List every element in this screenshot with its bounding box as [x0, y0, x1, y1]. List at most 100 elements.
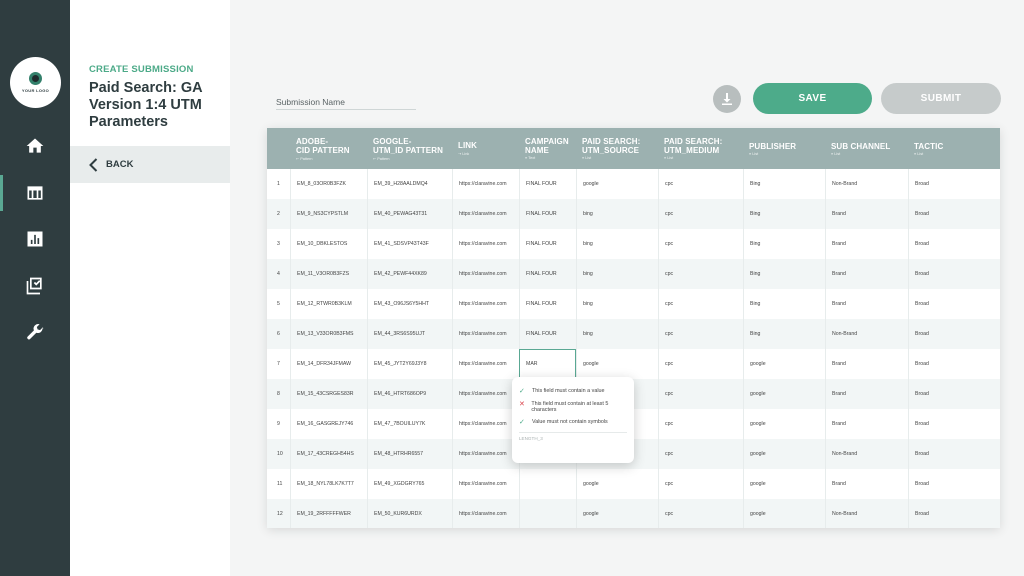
link-cell[interactable]: https://claravine.com [452, 499, 519, 528]
tactic-cell[interactable]: Broad [908, 289, 1000, 319]
utm-source-cell[interactable]: bing [576, 289, 658, 319]
sub-channel-cell[interactable]: Non-Brand [825, 499, 908, 528]
tactic-cell[interactable]: Broad [908, 379, 1000, 409]
publisher-cell[interactable]: google [743, 499, 825, 528]
google-utm-id-cell[interactable]: EM_41_SDSVP43T43F [367, 229, 452, 259]
nav-submissions[interactable] [0, 175, 70, 211]
utm-source-cell[interactable]: google [576, 499, 658, 528]
utm-medium-cell[interactable]: cpc [658, 289, 743, 319]
publisher-cell[interactable]: google [743, 349, 825, 379]
campaign-name-cell[interactable]: FINAL FOUR [519, 199, 576, 229]
campaign-name-cell[interactable] [519, 499, 576, 528]
adobe-cid-cell[interactable]: EM_9_NS3CYPSTLM [290, 199, 367, 229]
utm-medium-cell[interactable]: cpc [658, 319, 743, 349]
campaign-name-cell[interactable]: FINAL FOUR [519, 229, 576, 259]
utm-source-cell[interactable]: bing [576, 229, 658, 259]
sub-channel-cell[interactable]: Brand [825, 469, 908, 499]
adobe-cid-cell[interactable]: EM_15_43CSRGES83R [290, 379, 367, 409]
google-utm-id-cell[interactable]: EM_49_XGDGRY765 [367, 469, 452, 499]
campaign-name-cell[interactable]: MAR [519, 349, 576, 379]
campaign-name-cell[interactable] [519, 469, 576, 499]
link-cell[interactable]: https://claravine.com [452, 319, 519, 349]
sub-channel-cell[interactable]: Non-Brand [825, 319, 908, 349]
publisher-cell[interactable]: Bing [743, 229, 825, 259]
google-utm-id-cell[interactable]: EM_50_KUR6URDX [367, 499, 452, 528]
utm-medium-cell[interactable]: cpc [658, 499, 743, 528]
sub-channel-cell[interactable]: Brand [825, 379, 908, 409]
utm-medium-cell[interactable]: cpc [658, 169, 743, 199]
link-cell[interactable]: https://claravine.com [452, 229, 519, 259]
adobe-cid-cell[interactable]: EM_17_43CREGH54HS [290, 439, 367, 469]
column-header[interactable]: SUB CHANNEL ≡ List [827, 128, 910, 169]
tactic-cell[interactable]: Broad [908, 319, 1000, 349]
utm-source-cell[interactable]: bing [576, 259, 658, 289]
publisher-cell[interactable]: google [743, 439, 825, 469]
campaign-name-cell[interactable]: FINAL FOUR [519, 169, 576, 199]
tactic-cell[interactable]: Broad [908, 409, 1000, 439]
nav-settings[interactable] [0, 315, 70, 351]
submission-name-input[interactable] [276, 94, 416, 110]
utm-source-cell[interactable]: bing [576, 319, 658, 349]
sub-channel-cell[interactable]: Non-Brand [825, 439, 908, 469]
column-header[interactable]: LINK ⇢ Link [454, 128, 521, 169]
link-cell[interactable]: https://claravine.com [452, 439, 519, 469]
google-utm-id-cell[interactable]: EM_43_O96JS6Y5HHT [367, 289, 452, 319]
publisher-cell[interactable]: Bing [743, 259, 825, 289]
utm-medium-cell[interactable]: cpc [658, 379, 743, 409]
utm-source-cell[interactable]: google [576, 169, 658, 199]
sub-channel-cell[interactable]: Brand [825, 229, 908, 259]
column-header[interactable]: PAID SEARCH: UTM_MEDIUM ≡ List [660, 128, 745, 169]
sub-channel-cell[interactable]: Brand [825, 259, 908, 289]
utm-medium-cell[interactable]: cpc [658, 439, 743, 469]
adobe-cid-cell[interactable]: EM_10_DBKLESTOS [290, 229, 367, 259]
publisher-cell[interactable]: Bing [743, 319, 825, 349]
utm-source-cell[interactable]: google [576, 469, 658, 499]
publisher-cell[interactable]: google [743, 469, 825, 499]
column-header[interactable]: GOOGLE- UTM_ID PATTERN ⇠ Pattern [369, 128, 454, 169]
tactic-cell[interactable]: Broad [908, 439, 1000, 469]
adobe-cid-cell[interactable]: EM_16_GASGREJY746 [290, 409, 367, 439]
campaign-name-cell[interactable]: FINAL FOUR [519, 259, 576, 289]
sub-channel-cell[interactable]: Brand [825, 409, 908, 439]
back-button[interactable]: BACK [70, 146, 230, 183]
google-utm-id-cell[interactable]: EM_44_3RS6S95UJT [367, 319, 452, 349]
tactic-cell[interactable]: Broad [908, 259, 1000, 289]
tactic-cell[interactable]: Broad [908, 349, 1000, 379]
adobe-cid-cell[interactable]: EM_11_V3OR0B3FZS [290, 259, 367, 289]
company-logo[interactable]: YOUR LOGO [10, 57, 61, 108]
utm-medium-cell[interactable]: cpc [658, 229, 743, 259]
column-header[interactable]: PUBLISHER ≡ List [745, 128, 827, 169]
link-cell[interactable]: https://claravine.com [452, 199, 519, 229]
column-header[interactable]: PAID SEARCH: UTM_SOURCE ≡ List [578, 128, 660, 169]
google-utm-id-cell[interactable]: EM_47_7BOUILUY7K [367, 409, 452, 439]
tactic-cell[interactable]: Broad [908, 169, 1000, 199]
link-cell[interactable]: https://claravine.com [452, 469, 519, 499]
column-header[interactable]: CAMPAIGN NAME ≡ Text [521, 128, 578, 169]
submit-button[interactable]: SUBMIT [881, 83, 1001, 114]
campaign-name-cell[interactable]: FINAL FOUR [519, 289, 576, 319]
save-button[interactable]: SAVE [753, 83, 872, 114]
sub-channel-cell[interactable]: Brand [825, 349, 908, 379]
utm-source-cell[interactable]: google [576, 349, 658, 379]
tactic-cell[interactable]: Broad [908, 199, 1000, 229]
link-cell[interactable]: https://claravine.com [452, 259, 519, 289]
google-utm-id-cell[interactable]: EM_42_PEWF44XK89 [367, 259, 452, 289]
link-cell[interactable]: https://claravine.com [452, 289, 519, 319]
publisher-cell[interactable]: Bing [743, 199, 825, 229]
sub-channel-cell[interactable]: Brand [825, 199, 908, 229]
google-utm-id-cell[interactable]: EM_40_PEWAG43T31 [367, 199, 452, 229]
download-button[interactable] [713, 85, 741, 113]
utm-medium-cell[interactable]: cpc [658, 199, 743, 229]
adobe-cid-cell[interactable]: EM_18_NYL78LK7K7T7 [290, 469, 367, 499]
publisher-cell[interactable]: google [743, 409, 825, 439]
link-cell[interactable]: https://claravine.com [452, 409, 519, 439]
google-utm-id-cell[interactable]: EM_45_JYT2Y69J3Y8 [367, 349, 452, 379]
google-utm-id-cell[interactable]: EM_39_H28AALDMQ4 [367, 169, 452, 199]
utm-medium-cell[interactable]: cpc [658, 259, 743, 289]
adobe-cid-cell[interactable]: EM_13_V33OR0B3FMS [290, 319, 367, 349]
tactic-cell[interactable]: Broad [908, 469, 1000, 499]
adobe-cid-cell[interactable]: EM_19_2RFFFFFWER [290, 499, 367, 528]
sub-channel-cell[interactable]: Non-Brand [825, 169, 908, 199]
link-cell[interactable]: https://claravine.com [452, 169, 519, 199]
adobe-cid-cell[interactable]: EM_12_RTWR0B3KLM [290, 289, 367, 319]
